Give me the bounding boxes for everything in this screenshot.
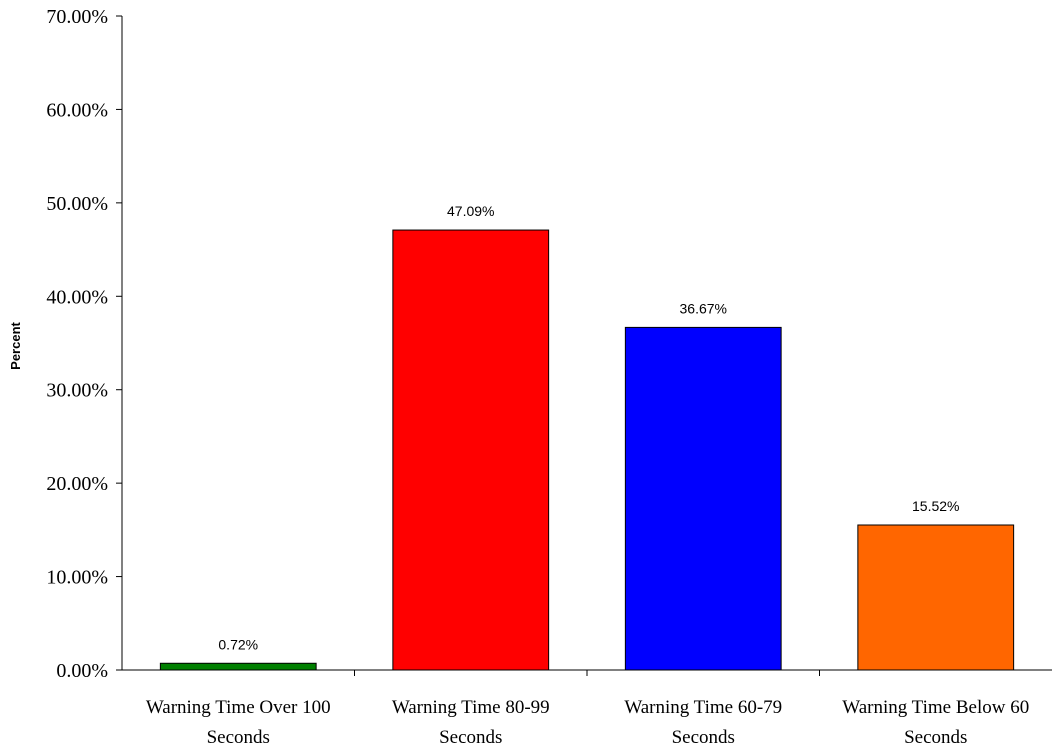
y-tick-label: 50.00% (46, 193, 108, 215)
category-label: Warning Time 60-79 (624, 697, 782, 718)
bar (624, 326, 782, 671)
y-tick-label: 10.00% (46, 567, 108, 589)
bar (392, 229, 550, 671)
data-labels: 0.72% 47.09% 36.67% 15.52% (218, 203, 959, 652)
category-label: Warning Time 80-99 (392, 697, 550, 718)
category-label: Warning Time Over 100 (146, 697, 331, 718)
data-label: 47.09% (447, 203, 494, 219)
category-label: Warning Time Below 60 (842, 697, 1029, 718)
data-label: 0.72% (218, 636, 258, 652)
y-tick-label: 40.00% (46, 286, 108, 308)
y-axis-title: Percent (8, 321, 23, 369)
y-tick-label: 20.00% (46, 473, 108, 495)
bar (857, 524, 1015, 671)
data-label: 36.67% (680, 300, 727, 316)
y-tick-label: 70.00% (46, 6, 108, 28)
bars (159, 229, 1015, 671)
category-labels: Warning Time Over 100 Seconds Warning Time… (146, 697, 1029, 748)
y-tick-label: 60.00% (46, 99, 108, 121)
x-axis (122, 669, 1052, 676)
category-label: Seconds (672, 727, 735, 748)
y-tick-label: 30.00% (46, 380, 108, 402)
bar (159, 662, 317, 671)
y-axis: 0.00% 10.00% 20.00% 30.00% 40.00% 50.00% 60.00… (46, 6, 123, 682)
category-label: Seconds (904, 727, 967, 748)
y-tick-label: 0.00% (56, 660, 108, 682)
category-label: Seconds (207, 727, 270, 748)
category-label: Seconds (439, 727, 502, 748)
data-label: 15.52% (912, 498, 959, 514)
